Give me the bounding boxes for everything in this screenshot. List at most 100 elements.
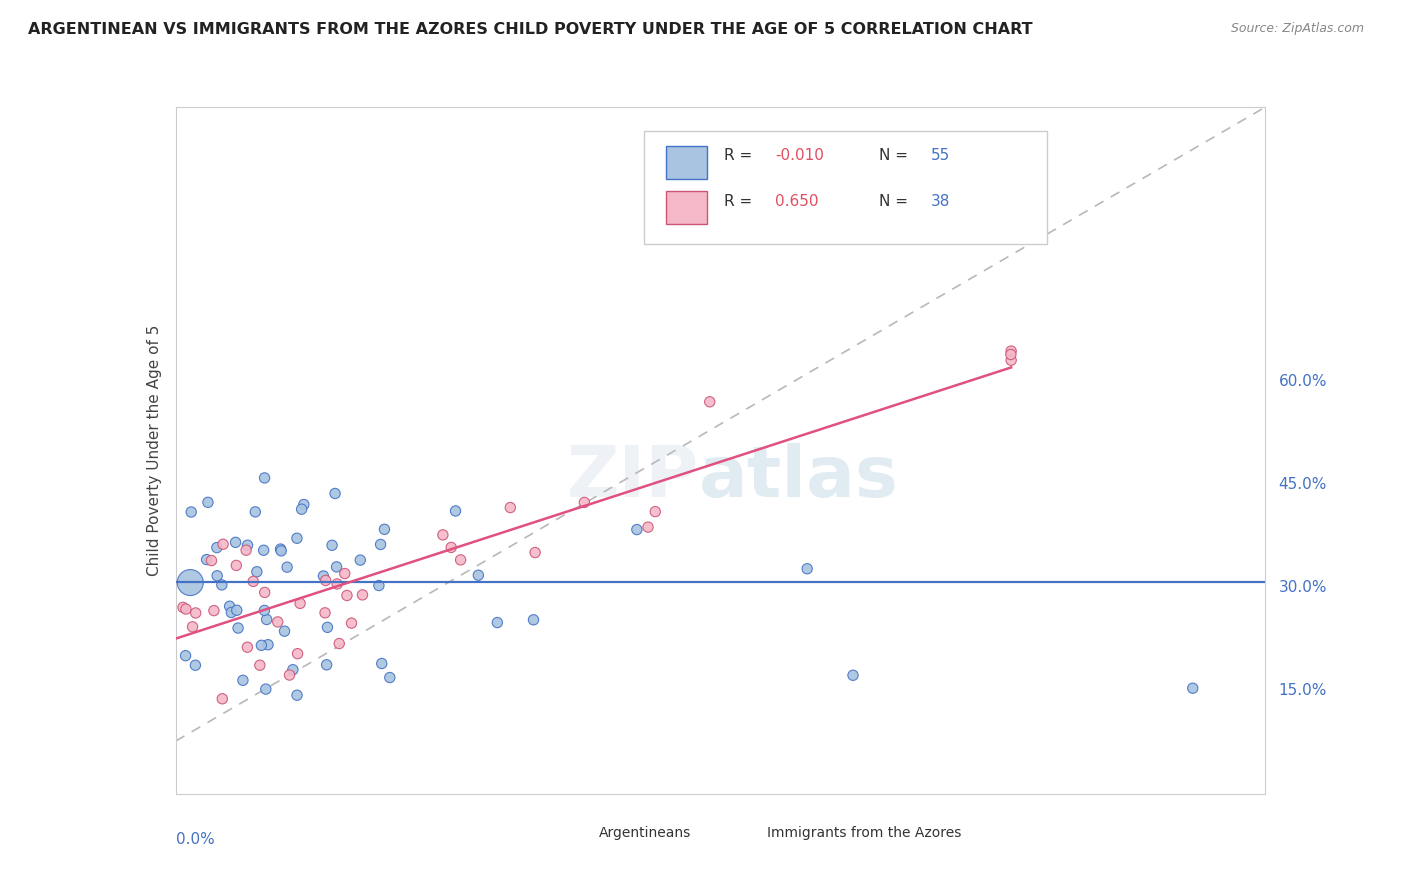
Text: 30.0%: 30.0% xyxy=(1278,581,1327,595)
Point xyxy=(225,603,247,617)
Point xyxy=(349,553,371,567)
Point xyxy=(236,538,259,552)
Point xyxy=(180,505,202,519)
Point xyxy=(174,648,197,663)
Point xyxy=(278,668,301,682)
Point xyxy=(644,505,666,519)
Point xyxy=(250,638,273,652)
Point xyxy=(499,500,522,515)
Point xyxy=(235,543,257,558)
Point xyxy=(212,537,235,551)
Point xyxy=(236,640,259,655)
Point xyxy=(211,578,233,592)
Point xyxy=(312,569,335,583)
Point xyxy=(373,522,395,536)
Point xyxy=(323,486,346,500)
Point xyxy=(197,495,219,509)
Point xyxy=(432,528,454,542)
Point xyxy=(270,544,292,558)
Point xyxy=(211,691,233,706)
FancyBboxPatch shape xyxy=(644,131,1047,244)
Point xyxy=(522,613,544,627)
Point xyxy=(205,541,228,555)
Point xyxy=(226,621,249,635)
Point xyxy=(267,615,290,629)
Point xyxy=(181,620,204,634)
Point xyxy=(225,558,247,573)
Point xyxy=(218,599,240,614)
Text: N =: N = xyxy=(879,147,908,162)
Point xyxy=(842,668,865,682)
Point xyxy=(626,523,648,537)
Point xyxy=(1000,344,1022,359)
Text: R =: R = xyxy=(724,147,752,162)
Point xyxy=(276,560,298,574)
Point xyxy=(336,589,359,603)
FancyBboxPatch shape xyxy=(568,822,592,843)
FancyBboxPatch shape xyxy=(666,191,707,224)
Point xyxy=(796,562,818,576)
Point xyxy=(184,606,207,620)
Point xyxy=(205,568,228,582)
Text: -0.010: -0.010 xyxy=(775,147,824,162)
Point xyxy=(467,568,489,582)
Text: 0.0%: 0.0% xyxy=(176,831,215,847)
Text: 38: 38 xyxy=(931,194,950,210)
Point xyxy=(637,520,659,534)
Point xyxy=(221,606,243,620)
Point xyxy=(174,602,197,616)
Text: N =: N = xyxy=(879,194,908,210)
Point xyxy=(328,636,350,650)
Text: Immigrants from the Azores: Immigrants from the Azores xyxy=(768,826,962,840)
Point xyxy=(179,575,201,590)
Point xyxy=(291,502,314,516)
Point xyxy=(699,394,721,409)
Point xyxy=(367,578,389,592)
Point xyxy=(288,596,311,610)
Text: 55: 55 xyxy=(931,147,950,162)
Point xyxy=(245,505,267,519)
Point xyxy=(254,682,277,697)
Point xyxy=(202,604,225,618)
Text: 60.0%: 60.0% xyxy=(1278,375,1327,389)
Text: atlas: atlas xyxy=(699,443,898,512)
Point xyxy=(326,577,349,591)
FancyBboxPatch shape xyxy=(737,822,761,843)
Point xyxy=(253,585,276,599)
Point xyxy=(285,688,308,702)
Text: R =: R = xyxy=(724,194,752,210)
Point xyxy=(253,603,276,617)
Text: 15.0%: 15.0% xyxy=(1278,683,1327,698)
Point xyxy=(257,638,280,652)
Point xyxy=(370,537,392,551)
FancyBboxPatch shape xyxy=(666,146,707,179)
Point xyxy=(371,657,394,671)
Point xyxy=(314,606,336,620)
Text: ARGENTINEAN VS IMMIGRANTS FROM THE AZORES CHILD POVERTY UNDER THE AGE OF 5 CORRE: ARGENTINEAN VS IMMIGRANTS FROM THE AZORE… xyxy=(28,22,1033,37)
Point xyxy=(200,553,222,567)
Point xyxy=(333,566,356,581)
Point xyxy=(292,498,315,512)
Point xyxy=(270,542,292,557)
Point xyxy=(253,543,276,558)
Point xyxy=(242,574,264,589)
Point xyxy=(253,471,276,485)
Point xyxy=(195,552,218,566)
Text: 45.0%: 45.0% xyxy=(1278,477,1327,492)
Point xyxy=(225,535,247,549)
Point xyxy=(378,671,401,685)
Point xyxy=(444,504,467,518)
Point xyxy=(246,565,269,579)
Point xyxy=(855,205,877,219)
Point xyxy=(256,612,278,626)
Point xyxy=(287,647,309,661)
Point xyxy=(1000,353,1022,368)
Point xyxy=(440,541,463,555)
Point xyxy=(172,600,194,615)
Point xyxy=(315,657,337,672)
Point xyxy=(316,620,339,634)
Point xyxy=(340,616,363,631)
Point xyxy=(321,538,343,552)
Point xyxy=(285,531,308,545)
Point xyxy=(273,624,295,639)
